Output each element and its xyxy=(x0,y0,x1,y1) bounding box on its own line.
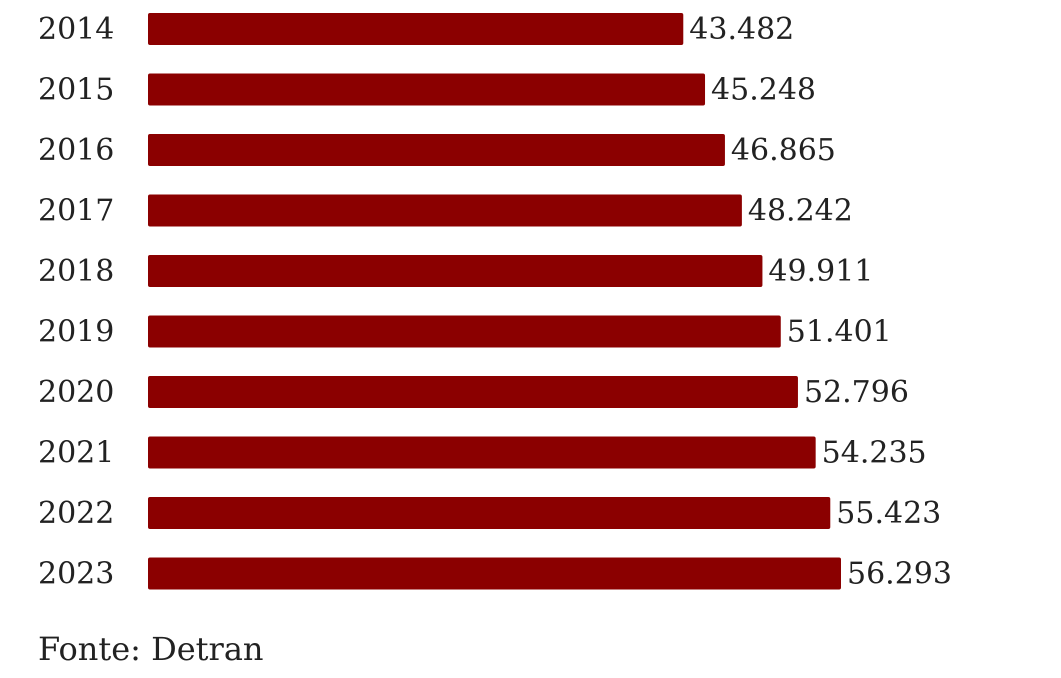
category-label-2022: 2022 xyxy=(38,496,114,531)
value-label-2017: 48.242 xyxy=(748,194,853,229)
value-label-2016: 46.865 xyxy=(731,133,836,168)
category-label-2015: 2015 xyxy=(38,73,114,108)
value-label-2015: 45.248 xyxy=(711,73,816,108)
category-label-2019: 2019 xyxy=(38,315,114,350)
category-label-2018: 2018 xyxy=(38,254,114,289)
bar-2018 xyxy=(148,255,763,287)
bar-2016 xyxy=(148,134,725,166)
category-label-2020: 2020 xyxy=(38,375,114,410)
value-label-2020: 52.796 xyxy=(804,375,909,410)
value-label-2023: 56.293 xyxy=(847,557,952,592)
value-label-2021: 54.235 xyxy=(822,436,927,471)
category-label-2023: 2023 xyxy=(38,557,114,592)
category-label-2017: 2017 xyxy=(38,194,114,229)
category-label-2016: 2016 xyxy=(38,133,114,168)
value-label-2019: 51.401 xyxy=(787,315,892,350)
source-note: Fonte: Detran xyxy=(38,630,264,668)
bar-2014 xyxy=(148,13,684,45)
category-label-2014: 2014 xyxy=(38,12,114,47)
bar-2015 xyxy=(148,73,706,106)
value-label-2014: 43.482 xyxy=(689,12,794,47)
bar-2023 xyxy=(148,557,841,590)
bar-2020 xyxy=(148,376,798,408)
bar-2017 xyxy=(148,194,742,227)
bar-2021 xyxy=(148,436,816,469)
bar-chart: 2014 43.482 2015 45.248 2016 46.865 2017 48.242… xyxy=(38,12,952,592)
value-label-2018: 49.911 xyxy=(768,254,873,289)
bar-2022 xyxy=(148,497,831,529)
bar-2019 xyxy=(148,315,781,348)
value-label-2022: 55.423 xyxy=(836,496,941,531)
category-label-2021: 2021 xyxy=(38,436,114,471)
